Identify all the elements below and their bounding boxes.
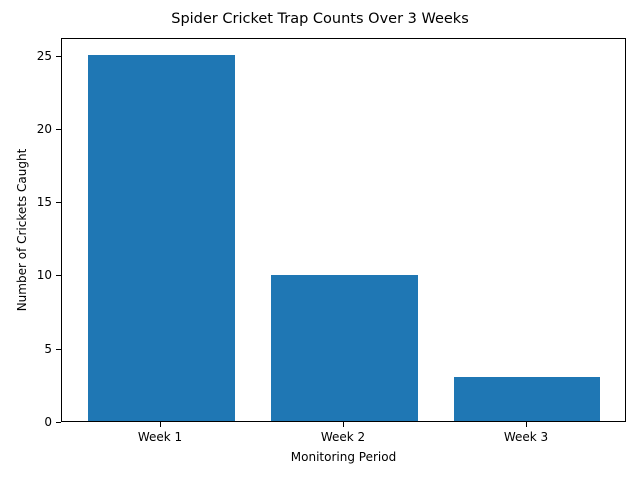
y-tick-mark <box>56 349 61 350</box>
y-tick-label: 20 <box>36 122 52 136</box>
x-tick-label: Week 3 <box>503 430 549 444</box>
x-tick-mark <box>526 422 527 427</box>
bar-week-3 <box>454 377 600 421</box>
y-tick-label: 15 <box>36 195 52 209</box>
x-tick-mark <box>343 422 344 427</box>
x-tick-mark <box>160 422 161 427</box>
x-tick-label: Week 2 <box>320 430 366 444</box>
y-tick-mark <box>56 202 61 203</box>
y-tick-label: 0 <box>44 415 52 429</box>
x-tick-label: Week 1 <box>137 430 183 444</box>
y-tick-mark <box>56 56 61 57</box>
chart-title: Spider Cricket Trap Counts Over 3 Weeks <box>171 11 469 27</box>
bar-week-1 <box>88 55 235 421</box>
y-tick-label: 10 <box>36 268 52 282</box>
x-axis-label: Monitoring Period <box>290 450 397 464</box>
plot-area <box>61 38 626 422</box>
y-axis-label: Number of Crickets Caught <box>15 148 29 312</box>
bar-week-2 <box>271 275 418 421</box>
y-tick-mark <box>56 129 61 130</box>
y-tick-mark <box>56 422 61 423</box>
y-tick-mark <box>56 275 61 276</box>
y-tick-label: 5 <box>44 342 52 356</box>
y-tick-label: 25 <box>36 49 52 63</box>
